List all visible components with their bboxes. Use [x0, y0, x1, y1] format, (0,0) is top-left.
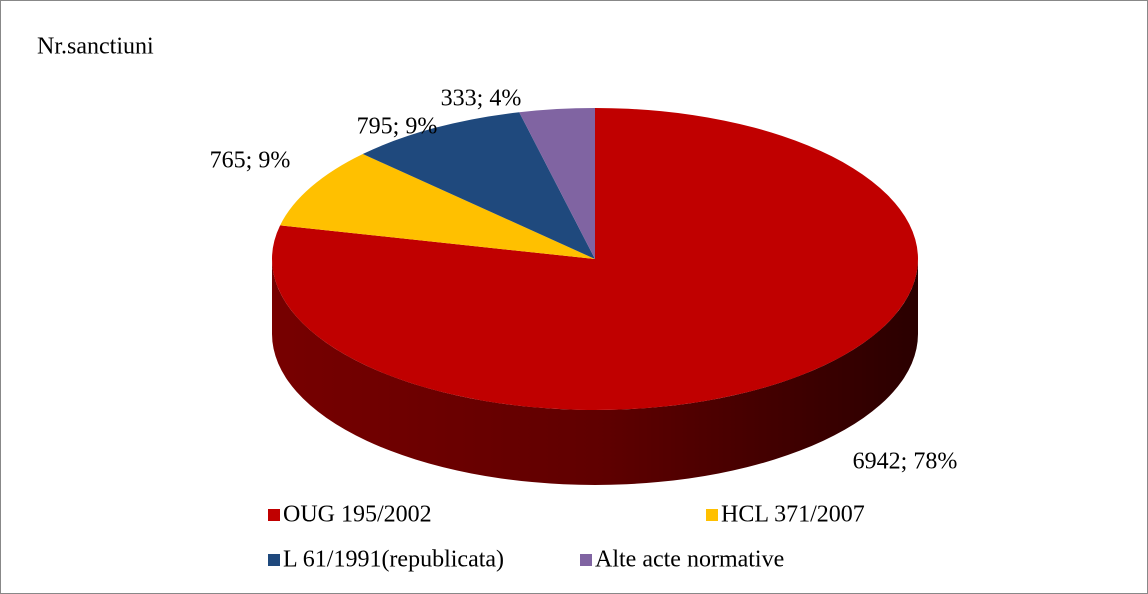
legend-label: L 61/1991(republicata): [283, 547, 504, 573]
legend-label: OUG 195/2002: [283, 502, 432, 528]
data-label: 795; 9%: [357, 114, 438, 140]
legend-label: Alte acte normative: [595, 547, 784, 573]
data-label: 765; 9%: [210, 148, 291, 174]
data-label: 6942; 78%: [853, 449, 958, 475]
slice: [362, 112, 595, 259]
data-label: 333; 4%: [441, 86, 522, 112]
slice: [280, 154, 595, 259]
legend-swatch: [706, 509, 718, 521]
slice-side: [272, 259, 918, 485]
legend-swatch: [268, 554, 280, 566]
legend-swatch: [580, 554, 592, 566]
legend-swatch: [268, 509, 280, 521]
slice: [519, 108, 595, 259]
legend-label: HCL 371/2007: [721, 502, 865, 528]
chart-title: Nr.sanctiuni: [37, 34, 154, 60]
